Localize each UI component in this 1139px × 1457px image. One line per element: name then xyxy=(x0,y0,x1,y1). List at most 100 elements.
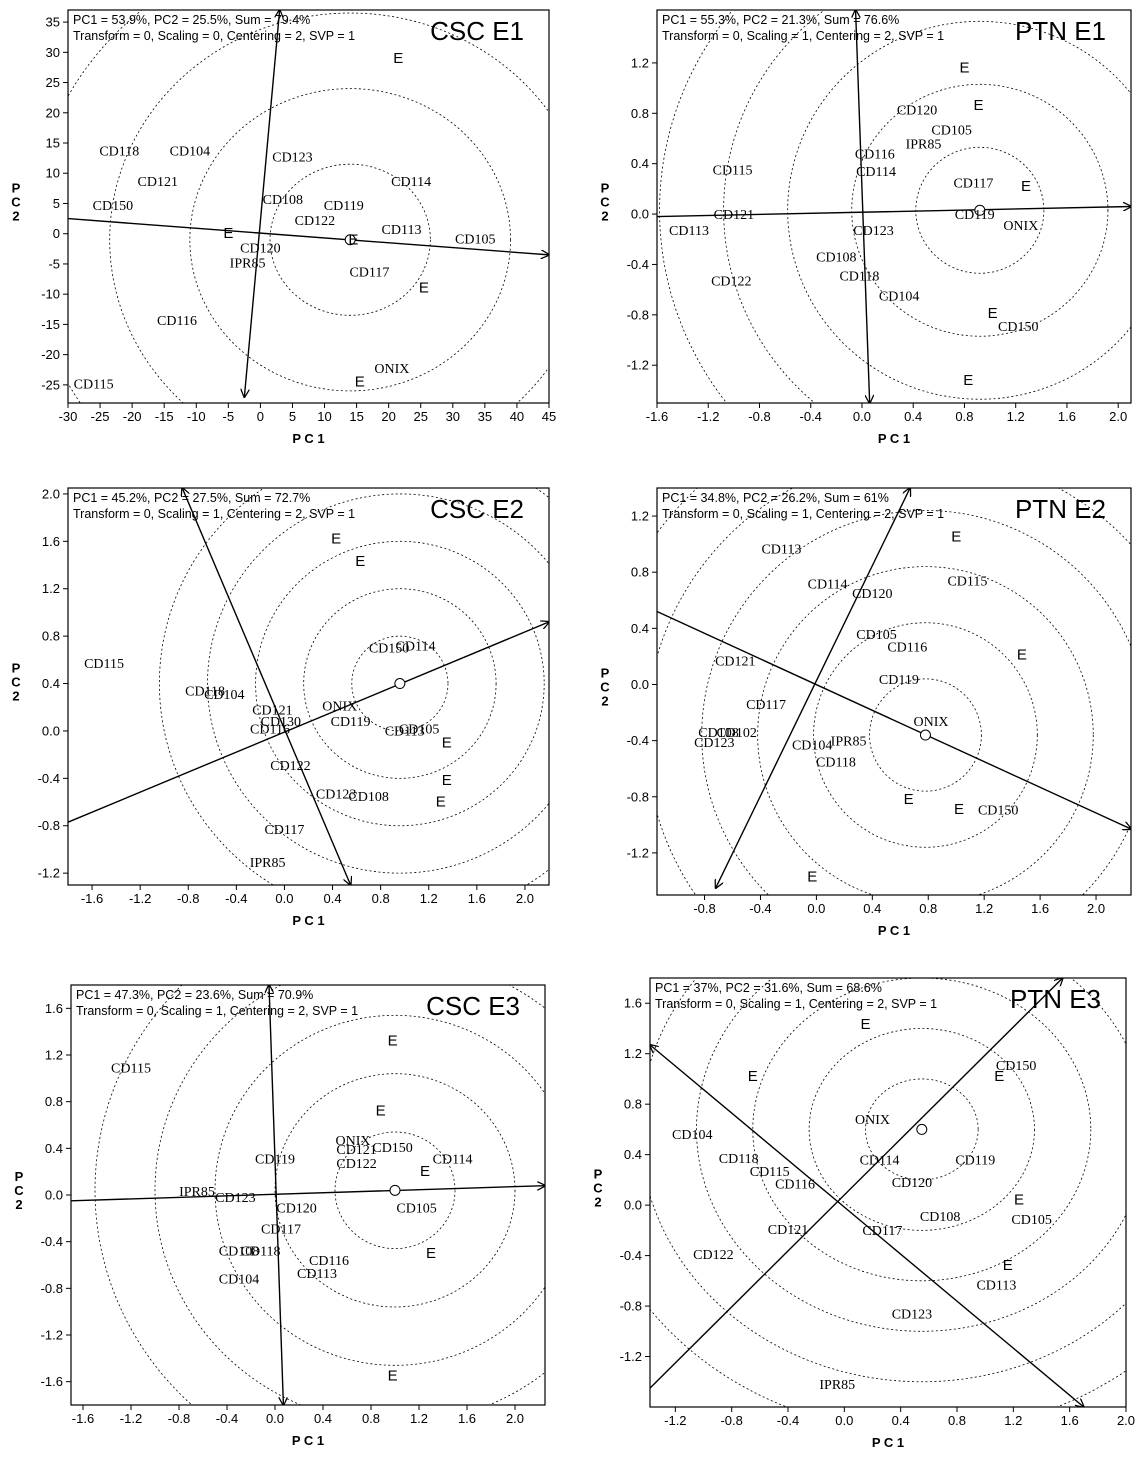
x-tick-label: 1.6 xyxy=(1058,409,1076,424)
x-tick-label: 1.2 xyxy=(1007,409,1025,424)
plot-frame xyxy=(649,977,1127,1408)
genotype-label: CD150 xyxy=(998,320,1038,335)
x-tick-label: 45 xyxy=(542,409,556,424)
y-tick-label: 0.8 xyxy=(42,629,60,644)
y-tick-label: -1.6 xyxy=(41,1374,63,1389)
genotype-label: CD150 xyxy=(996,1059,1036,1074)
genotype-label: CD113 xyxy=(385,725,425,740)
environment-label: E xyxy=(1021,178,1031,195)
x-tick-label: 1.2 xyxy=(420,891,438,906)
x-tick-label: -5 xyxy=(223,409,235,424)
genotype-label: CD113 xyxy=(669,224,709,239)
environment-label: E xyxy=(419,280,429,297)
y-tick-label: 10 xyxy=(46,166,60,181)
environment-label: E xyxy=(426,1245,436,1262)
genotype-label: ONIX xyxy=(336,1134,371,1149)
genotype-label: CD104 xyxy=(879,290,919,305)
perpendicular-axis xyxy=(856,10,870,403)
y-tick-label: 0.8 xyxy=(631,565,649,580)
environment-label: E xyxy=(974,97,984,114)
genotype-label: CD150 xyxy=(93,199,133,214)
y-tick-label: -1.2 xyxy=(627,845,649,860)
x-tick-label: 1.6 xyxy=(468,891,486,906)
x-tick-label: 1.2 xyxy=(1004,1413,1022,1428)
y-tick-label: 0.4 xyxy=(45,1141,63,1156)
genotype-label: CD116 xyxy=(775,1177,815,1192)
plot-frame xyxy=(67,9,550,404)
x-tick-label: -0.8 xyxy=(748,409,770,424)
x-tick-label: -25 xyxy=(91,409,110,424)
genotype-label: CD117 xyxy=(349,266,389,281)
genotype-label: CD114 xyxy=(433,1153,473,1168)
plot-frame xyxy=(656,9,1132,404)
concentric-circle xyxy=(650,1308,1126,1407)
environment-label: E xyxy=(904,791,914,808)
panel-title: CSC E3 xyxy=(426,991,520,1021)
average-environment-axis xyxy=(650,978,1063,1389)
environment-label: E xyxy=(223,225,233,242)
y-axis-label-part: P xyxy=(12,661,21,676)
x-tick-label: -1.2 xyxy=(129,891,151,906)
panel-title: PTN E2 xyxy=(1015,494,1106,524)
genotype-label: CD123 xyxy=(694,736,734,751)
genotype-label: CD108 xyxy=(698,726,738,741)
concentric-circle xyxy=(274,1073,516,1308)
y-axis-label-part: P xyxy=(601,666,610,681)
genotype-label: CD122 xyxy=(270,759,310,774)
environment-label: E xyxy=(959,59,969,76)
x-tick-label: 0.0 xyxy=(807,901,825,916)
x-tick-label: 2.0 xyxy=(506,1411,524,1426)
x-tick-label: -1.2 xyxy=(697,409,719,424)
y-tick-label: 1.2 xyxy=(631,509,649,524)
plot-frame xyxy=(67,487,550,886)
genotype-label: ONIX xyxy=(914,715,949,730)
y-axis-label-part: P xyxy=(601,181,610,196)
x-tick-label: -15 xyxy=(155,409,174,424)
perpendicular-axis xyxy=(182,488,350,885)
genotype-label: CD115 xyxy=(84,657,124,672)
genotype-label: CD122 xyxy=(693,1248,733,1263)
environment-label: E xyxy=(393,50,403,67)
y-tick-label: -0.4 xyxy=(627,257,649,272)
genotype-label: CD121 xyxy=(714,208,754,223)
y-tick-label: -10 xyxy=(41,287,60,302)
plot-frame xyxy=(656,487,1132,896)
info-line-2: Transform = 0, Scaling = 1, Centering = … xyxy=(73,507,355,521)
info-line-1: PC1 = 55.3%, PC2 = 21.3%, Sum = 76.6% xyxy=(662,13,899,27)
y-tick-label: -0.4 xyxy=(620,1248,642,1263)
panel-title: PTN E1 xyxy=(1015,16,1106,46)
x-tick-label: -1.6 xyxy=(81,891,103,906)
x-tick-label: -10 xyxy=(187,409,206,424)
genotype-label: CD113 xyxy=(976,1278,1016,1293)
y-axis-label-part: C xyxy=(600,680,610,695)
genotype-label: ONIX xyxy=(322,700,357,715)
concentric-circle xyxy=(650,978,1126,1383)
average-environment-axis xyxy=(657,207,1131,218)
genotype-label: CD115 xyxy=(713,164,753,179)
genotype-label: IPR85 xyxy=(819,1378,855,1393)
plot-area: CD118 CD104 CD121 CD150 CD123 CD108 CD119CD122… xyxy=(68,10,549,403)
environment-label: E xyxy=(355,373,365,390)
genotype-label: CD114 xyxy=(808,577,848,592)
y-tick-label: 1.2 xyxy=(624,1046,642,1061)
environment-label: E xyxy=(988,305,998,322)
y-tick-label: 15 xyxy=(46,136,60,151)
x-tick-label: 1.2 xyxy=(410,1411,428,1426)
y-tick-label: -1.2 xyxy=(38,866,60,881)
genotype-label: CD121 xyxy=(768,1223,808,1238)
info-line-1: PC1 = 34.8%, PC2 = 26.2%, Sum = 61% xyxy=(662,491,889,505)
x-tick-label: 15 xyxy=(349,409,363,424)
x-tick-label: -0.8 xyxy=(693,901,715,916)
x-tick-label: 0.0 xyxy=(266,1411,284,1426)
genotype-label: CD122 xyxy=(711,275,751,290)
y-tick-label: 1.2 xyxy=(45,1048,63,1063)
environment-label: E xyxy=(436,794,446,811)
y-tick-label: -5 xyxy=(48,256,60,271)
environment-label: E xyxy=(420,1163,430,1180)
x-tick-label: -30 xyxy=(59,409,78,424)
genotype-label: CD118 xyxy=(719,1152,759,1167)
x-tick-label: -0.4 xyxy=(777,1413,799,1428)
x-tick-label: 0.0 xyxy=(835,1413,853,1428)
